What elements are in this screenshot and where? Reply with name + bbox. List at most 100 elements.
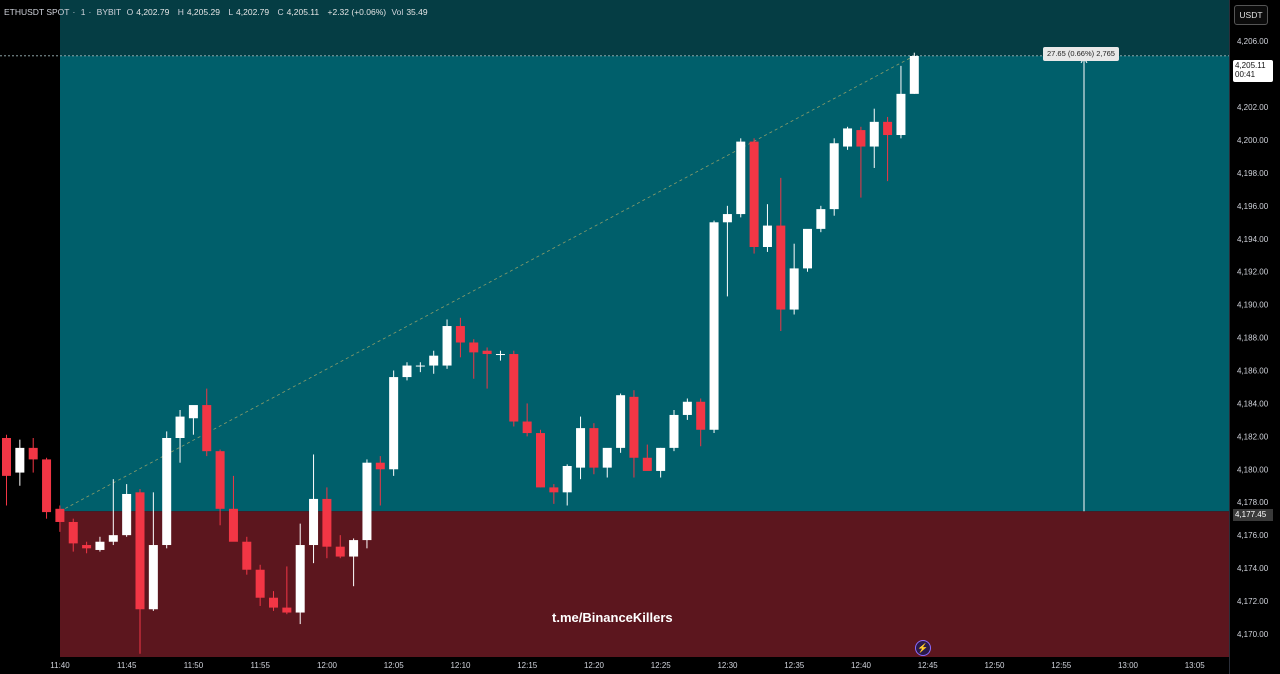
open-value: O 4,202.79 <box>127 7 173 17</box>
trend-line[interactable] <box>59 55 915 512</box>
candle-up[interactable] <box>108 535 118 542</box>
candle-up[interactable] <box>15 447 25 473</box>
candle-up[interactable] <box>762 225 772 247</box>
candle-up[interactable] <box>709 222 719 430</box>
profit-zone[interactable] <box>60 55 1229 512</box>
candle-down[interactable] <box>135 492 145 610</box>
candle-down[interactable] <box>2 438 11 476</box>
time-tick-label: 11:40 <box>50 661 70 670</box>
entry-price-tag: 4,177.45 <box>1233 509 1273 521</box>
candle-down[interactable] <box>469 342 479 353</box>
candles-group <box>2 52 919 654</box>
candle-up[interactable] <box>736 141 746 215</box>
candle-down[interactable] <box>375 462 385 470</box>
candle-down[interactable] <box>509 354 519 422</box>
price-tick-label: 4,172.00 <box>1237 597 1269 606</box>
candle-up[interactable] <box>389 377 399 470</box>
candle-up[interactable] <box>722 214 732 223</box>
candle-up[interactable] <box>656 447 666 471</box>
candle-down[interactable] <box>482 350 492 355</box>
candle-up[interactable] <box>362 462 372 541</box>
low-value: L 4,202.79 <box>228 7 272 17</box>
candle-down[interactable] <box>228 508 238 542</box>
candle-down[interactable] <box>215 451 225 509</box>
candle-down[interactable] <box>589 428 599 468</box>
candle-down[interactable] <box>202 405 212 452</box>
price-tick-label: 4,202.00 <box>1237 103 1269 112</box>
candle-up[interactable] <box>122 493 132 536</box>
candle-down[interactable] <box>776 225 786 310</box>
candle-down[interactable] <box>55 508 65 522</box>
candle-up[interactable] <box>869 121 879 147</box>
price-axis[interactable]: 4,170.00 4,172.00 4,174.00 4,176.00 4,178.00… <box>1229 0 1280 674</box>
candle-up[interactable] <box>495 354 505 356</box>
candle-up[interactable] <box>682 401 692 415</box>
candle-down[interactable] <box>696 401 706 430</box>
measure-label: 27.65 (0.66%) 2,765 <box>1043 47 1119 61</box>
candle-down[interactable] <box>522 421 532 434</box>
time-tick-label: 12:05 <box>384 661 405 670</box>
candle-up[interactable] <box>309 498 319 546</box>
time-tick-label: 12:30 <box>717 661 738 670</box>
candle-up[interactable] <box>669 414 679 448</box>
candle-down[interactable] <box>82 545 92 549</box>
candle-down[interactable] <box>455 326 465 343</box>
candle-up[interactable] <box>175 416 185 438</box>
time-axis[interactable]: 11:40 11:45 11:50 11:55 12:00 12:05 12:10 12:15… <box>0 657 1229 674</box>
symbol-name[interactable]: ETHUSDT SPOT <box>4 7 70 17</box>
candle-up[interactable] <box>95 541 105 550</box>
candle-up[interactable] <box>562 465 572 493</box>
candle-up[interactable] <box>829 143 839 210</box>
candle-down[interactable] <box>749 141 759 247</box>
low-label: L <box>228 7 234 17</box>
candle-up[interactable] <box>429 355 439 366</box>
candle-up[interactable] <box>843 128 853 147</box>
current-price: 4,205.11 <box>1235 61 1266 70</box>
candle-down[interactable] <box>335 546 345 557</box>
time-tick-label: 12:40 <box>851 661 872 670</box>
candle-up[interactable] <box>415 365 425 367</box>
candle-up[interactable] <box>803 228 812 269</box>
candle-up[interactable] <box>349 540 359 557</box>
candle-up[interactable] <box>789 268 799 310</box>
time-tick-label: 12:50 <box>984 661 1005 670</box>
candle-up[interactable] <box>816 209 826 229</box>
price-tick-label: 4,182.00 <box>1237 432 1269 441</box>
time-tick-label: 12:45 <box>918 661 939 670</box>
candle-up[interactable] <box>909 55 919 94</box>
exchange-label: BYBIT <box>96 7 122 17</box>
time-tick-label: 12:00 <box>317 661 338 670</box>
candle-down[interactable] <box>255 569 265 598</box>
candle-down[interactable] <box>68 521 78 544</box>
candle-down[interactable] <box>883 121 893 136</box>
close-label: C <box>277 7 284 17</box>
candle-up[interactable] <box>402 365 412 378</box>
price-tick-label: 4,180.00 <box>1237 465 1269 474</box>
candle-down[interactable] <box>28 447 38 460</box>
symbol-legend: ETHUSDT SPOT · 1 · BYBIT O 4,202.79 H 4,205.… <box>4 7 434 17</box>
candle-up[interactable] <box>188 405 198 419</box>
candle-down[interactable] <box>856 130 866 147</box>
currency-unit-button[interactable]: USDT <box>1234 5 1268 25</box>
candle-up[interactable] <box>162 438 172 546</box>
volume-value: Vol 35.49 <box>391 7 430 17</box>
candle-down[interactable] <box>242 541 252 570</box>
candle-up[interactable] <box>295 545 305 613</box>
candle-up[interactable] <box>148 545 158 610</box>
candle-down[interactable] <box>642 457 652 471</box>
candle-down[interactable] <box>629 396 639 458</box>
candle-down[interactable] <box>269 597 278 608</box>
candle-down[interactable] <box>282 607 292 613</box>
lightning-icon[interactable]: ⚡ <box>915 640 931 656</box>
candle-up[interactable] <box>896 93 906 136</box>
candle-down[interactable] <box>536 433 545 488</box>
candle-down[interactable] <box>549 487 559 493</box>
loss-zone[interactable] <box>60 511 1229 657</box>
candle-up[interactable] <box>576 428 586 468</box>
candle-up[interactable] <box>442 326 452 366</box>
candle-down[interactable] <box>42 459 52 513</box>
candle-up[interactable] <box>616 395 626 448</box>
candle-up[interactable] <box>602 447 612 468</box>
candle-down[interactable] <box>322 498 332 547</box>
